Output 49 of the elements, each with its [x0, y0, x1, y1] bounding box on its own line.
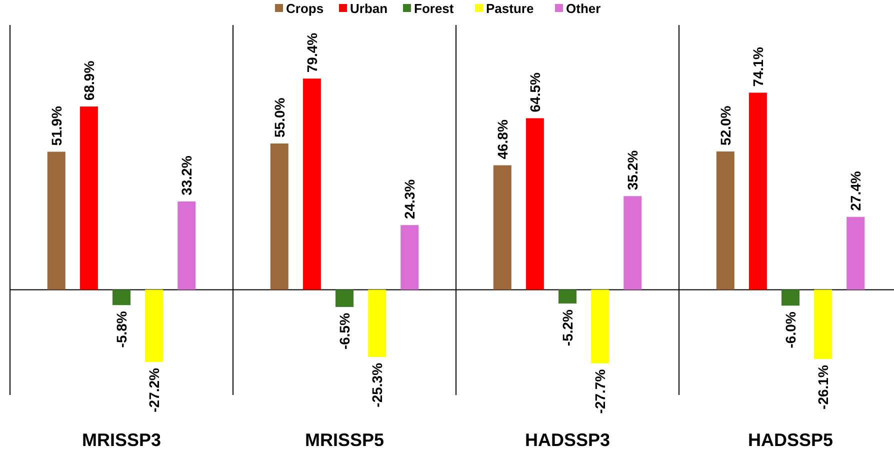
bar	[782, 290, 800, 306]
bar	[558, 290, 576, 304]
bar	[368, 290, 386, 357]
data-label: 35.2%	[624, 150, 641, 190]
bar	[526, 118, 544, 290]
bar	[47, 152, 66, 290]
bar	[270, 143, 288, 290]
bar	[624, 196, 642, 290]
legend-label: Forest	[414, 1, 454, 16]
data-label: -27.7%	[592, 368, 608, 414]
data-label: -6.0%	[782, 311, 798, 348]
legend-label: Crops	[286, 1, 324, 16]
data-label: -25.3%	[369, 362, 386, 408]
x-tick-label: MRISSP5	[304, 430, 384, 450]
bar	[814, 290, 832, 360]
bar	[112, 290, 130, 306]
bar	[591, 290, 610, 364]
bar	[400, 225, 419, 290]
bar	[493, 165, 512, 290]
data-label: 55.0%	[271, 97, 288, 138]
data-label: 46.8%	[494, 119, 510, 160]
data-label: -5.8%	[114, 310, 130, 348]
bar	[748, 92, 767, 290]
data-label: 79.4%	[304, 32, 320, 73]
data-label: -5.2%	[560, 308, 576, 346]
legend-label: Pasture	[486, 1, 534, 16]
bar	[178, 201, 196, 290]
data-label: 24.3%	[402, 178, 418, 220]
bar	[716, 151, 734, 290]
legend-label: Other	[566, 1, 601, 16]
data-label: -26.1%	[815, 364, 832, 410]
data-label: -6.5%	[336, 312, 352, 350]
bar	[336, 290, 354, 307]
data-label: 68.9%	[80, 60, 97, 101]
data-label: 52.0%	[717, 105, 734, 146]
data-label: 74.1%	[750, 46, 766, 87]
data-label: 51.9%	[48, 105, 64, 146]
data-label: -27.2%	[146, 367, 162, 412]
data-label: 33.2%	[178, 155, 195, 196]
data-label: 64.5%	[526, 72, 543, 112]
x-tick-label: HADSSP5	[748, 430, 834, 450]
data-label: 27.4%	[848, 170, 864, 211]
x-tick-label: MRISSP3	[82, 430, 162, 450]
bar	[80, 106, 98, 290]
bar	[846, 216, 865, 290]
bar	[302, 78, 321, 290]
legend-label: Urban	[350, 1, 388, 16]
x-tick-label: HADSSP3	[524, 430, 610, 450]
bar	[145, 290, 164, 362]
